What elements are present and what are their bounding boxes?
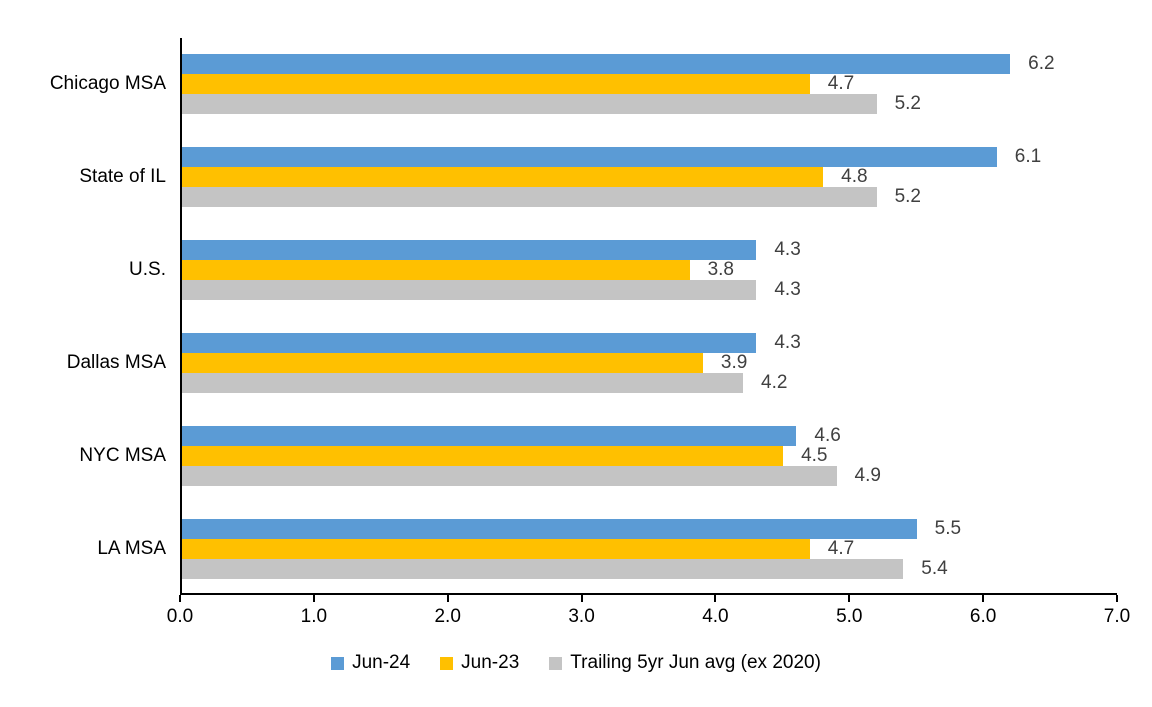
- bar-value-label: 5.4: [921, 557, 948, 579]
- bar-jun-23: [182, 445, 784, 466]
- bar-row: 5.5: [182, 517, 1117, 539]
- x-axis-tick: [1116, 595, 1118, 602]
- category-group-2: 4.3 3.8 4.3: [182, 224, 1117, 317]
- x-axis-tick-label: 4.0: [702, 606, 729, 627]
- bar-jun-23: [182, 538, 810, 559]
- category-label: Chicago MSA: [49, 73, 166, 95]
- bar-row: 4.5: [182, 444, 1117, 466]
- x-axis-tick: [179, 595, 181, 602]
- bar-trailing-5yr-jun-avg-ex-2020-: [182, 465, 837, 486]
- category-group-5: 5.5 4.7 5.4: [182, 502, 1117, 595]
- bar-trailing-5yr-jun-avg-ex-2020-: [182, 187, 877, 208]
- bar-value-label: 3.8: [707, 259, 734, 281]
- bar-row: 4.7: [182, 73, 1117, 95]
- bar-value-label: 4.5: [801, 444, 828, 466]
- bar-value-label: 4.9: [854, 464, 881, 486]
- bar-value-label: 4.2: [761, 371, 788, 393]
- x-axis-tick-label: 3.0: [568, 606, 595, 627]
- bar-value-label: 4.6: [814, 424, 841, 446]
- bar-row: 6.1: [182, 146, 1117, 168]
- bar-jun-24: [182, 425, 797, 446]
- bar-value-label: 4.3: [774, 239, 801, 261]
- category-group-1: 6.1 4.8 5.2: [182, 131, 1117, 224]
- bar-jun-24: [182, 147, 997, 168]
- x-axis-tick-label: 7.0: [1103, 606, 1131, 627]
- category-group-4: 4.6 4.5 4.9: [182, 409, 1117, 502]
- legend-swatch-icon: [440, 656, 454, 670]
- bar-row: 4.3: [182, 279, 1117, 301]
- bar-value-label: 6.1: [1014, 146, 1042, 168]
- category-label: LA MSA: [97, 537, 166, 559]
- bar-row: 5.4: [182, 557, 1117, 579]
- x-axis-tick: [848, 595, 851, 602]
- bar-value-label: 4.3: [774, 279, 801, 301]
- bar-row: 4.2: [182, 371, 1117, 393]
- bar-value-label: 5.5: [934, 517, 962, 539]
- bar-jun-23: [182, 74, 810, 95]
- x-axis-tick-label: 0.0: [166, 606, 194, 627]
- bar-row: 4.7: [182, 537, 1117, 559]
- bar-row: 4.6: [182, 424, 1117, 446]
- bar-row: 4.3: [182, 331, 1117, 353]
- bar-value-label: 4.7: [827, 73, 855, 95]
- category-group-0: 6.2 4.7 5.2: [182, 38, 1117, 131]
- x-axis-tick: [580, 595, 583, 602]
- bar-row: 3.9: [182, 351, 1117, 373]
- x-axis-tick-label: 5.0: [836, 606, 863, 627]
- x-axis-tick: [714, 595, 717, 602]
- bar-value-label: 6.2: [1028, 53, 1055, 75]
- bar-row: 4.3: [182, 239, 1117, 261]
- legend-label: Jun-23: [461, 652, 520, 673]
- bar-jun-24: [182, 54, 1011, 75]
- bar-row: 5.2: [182, 186, 1117, 208]
- x-axis-tick: [446, 595, 449, 602]
- category-label: State of IL: [79, 166, 166, 188]
- legend-item-jun-24: Jun-24: [331, 652, 410, 674]
- x-axis-tick-label: 2.0: [434, 606, 461, 627]
- x-axis-tick-label: 6.0: [969, 606, 997, 627]
- bar-value-label: 4.3: [774, 331, 801, 353]
- bar-value-label: 5.2: [894, 93, 921, 115]
- legend-item-jun-23: Jun-23: [440, 652, 519, 674]
- bar-value-label: 4.8: [841, 166, 868, 188]
- bar-jun-23: [182, 352, 703, 373]
- bar-value-label: 4.7: [827, 537, 855, 559]
- bar-jun-24: [182, 332, 757, 353]
- bar-value-label: 5.2: [894, 186, 921, 208]
- plot-area: 6.2 4.7 5.2 6.1 4.8 5.2 4.3 3.8 4.3 4.3 3.9 4.2 4.6 4…: [180, 38, 1117, 595]
- bar-row: 3.8: [182, 259, 1117, 281]
- bar-row: 5.2: [182, 93, 1117, 115]
- legend-swatch-icon: [549, 656, 563, 670]
- bar-trailing-5yr-jun-avg-ex-2020-: [182, 372, 743, 393]
- bar-jun-23: [182, 167, 824, 188]
- category-label: NYC MSA: [79, 444, 166, 466]
- bar-jun-24: [182, 240, 757, 261]
- legend-item-trailing-5yr-jun-avg-ex-2020-: Trailing 5yr Jun avg (ex 2020): [549, 652, 821, 674]
- bar-jun-23: [182, 260, 690, 281]
- bar-trailing-5yr-jun-avg-ex-2020-: [182, 94, 877, 115]
- x-axis-tick: [312, 595, 315, 602]
- bar-row: 4.8: [182, 166, 1117, 188]
- legend-label: Trailing 5yr Jun avg (ex 2020): [570, 652, 821, 673]
- legend-label: Jun-24: [352, 652, 411, 673]
- category-label: U.S.: [129, 259, 166, 281]
- category-label: Dallas MSA: [66, 351, 166, 373]
- bar-row: 4.9: [182, 464, 1117, 486]
- bar-jun-24: [182, 518, 917, 539]
- bar-value-label: 3.9: [720, 351, 748, 373]
- legend: Jun-24 Jun-23 Trailing 5yr Jun avg (ex 202…: [0, 652, 1152, 674]
- bar-trailing-5yr-jun-avg-ex-2020-: [182, 558, 904, 579]
- category-group-3: 4.3 3.9 4.2: [182, 317, 1117, 410]
- legend-swatch-icon: [331, 656, 345, 670]
- bar-row: 6.2: [182, 53, 1117, 75]
- bar-trailing-5yr-jun-avg-ex-2020-: [182, 280, 757, 301]
- x-axis-tick: [982, 595, 985, 602]
- x-axis-tick-label: 1.0: [300, 606, 328, 627]
